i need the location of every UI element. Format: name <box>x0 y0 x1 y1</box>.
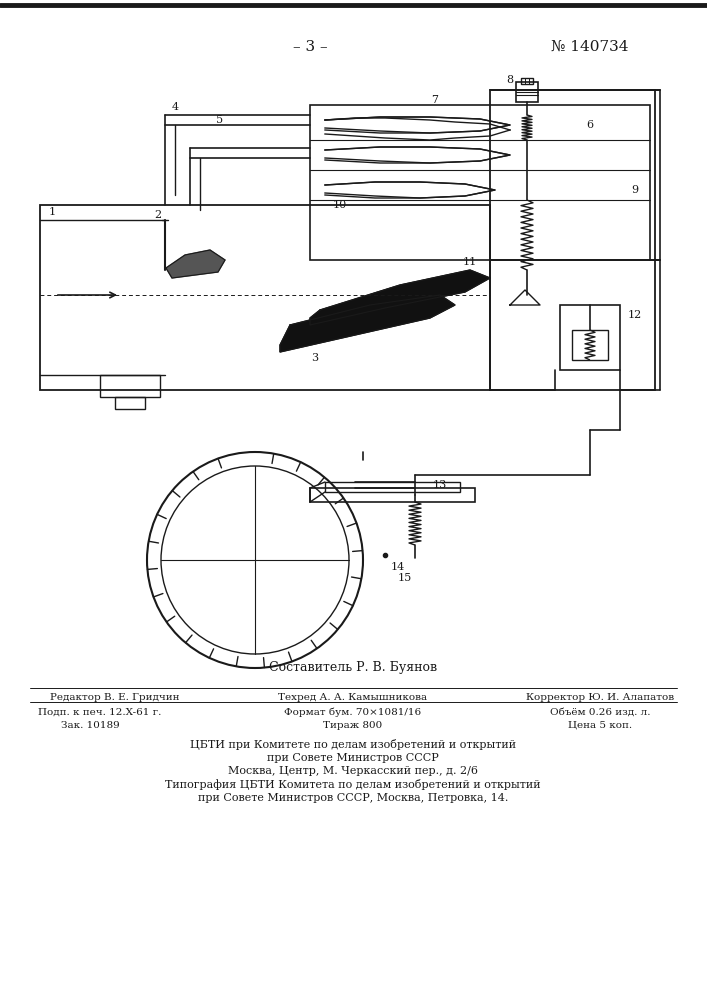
Bar <box>115 397 145 409</box>
Text: Редактор В. Е. Гридчин: Редактор В. Е. Гридчин <box>50 692 180 702</box>
Text: 3: 3 <box>312 353 319 363</box>
Text: ЦБТИ при Комитете по делам изобретений и открытий: ЦБТИ при Комитете по делам изобретений и… <box>190 738 516 750</box>
Text: 15: 15 <box>398 573 412 583</box>
Bar <box>325 482 460 492</box>
Text: 7: 7 <box>431 95 438 105</box>
Text: 8: 8 <box>506 75 513 85</box>
Bar <box>516 82 538 102</box>
Text: 2: 2 <box>154 210 162 220</box>
Text: Типография ЦБТИ Комитета по делам изобретений и открытий: Типография ЦБТИ Комитета по делам изобре… <box>165 780 541 790</box>
Bar <box>560 305 620 370</box>
Polygon shape <box>310 270 490 325</box>
Text: 9: 9 <box>631 185 638 195</box>
Text: Тираж 800: Тираж 800 <box>323 720 382 730</box>
Text: Москва, Центр, М. Черкасский пер., д. 2/6: Москва, Центр, М. Черкасский пер., д. 2/… <box>228 766 478 776</box>
Text: – 3 –: – 3 – <box>293 40 327 54</box>
Text: 4: 4 <box>171 102 179 112</box>
Bar <box>310 488 475 502</box>
Text: Подп. к печ. 12.X-61 г.: Подп. к печ. 12.X-61 г. <box>38 708 162 716</box>
Text: при Совете Министров СССР, Москва, Петровка, 14.: при Совете Министров СССР, Москва, Петро… <box>198 793 508 803</box>
Bar <box>572 330 608 360</box>
Text: Техред А. А. Камышникова: Техред А. А. Камышникова <box>279 692 428 702</box>
Text: 10: 10 <box>333 200 347 210</box>
Text: № 140734: № 140734 <box>551 40 629 54</box>
Text: Составитель Р. В. Буянов: Составитель Р. В. Буянов <box>269 662 437 674</box>
Text: Объём 0.26 изд. л.: Объём 0.26 изд. л. <box>550 708 650 716</box>
Text: 5: 5 <box>216 115 223 125</box>
Polygon shape <box>280 295 455 352</box>
Text: Корректор Ю. И. Алапатов: Корректор Ю. И. Алапатов <box>526 692 674 702</box>
Bar <box>490 90 655 390</box>
Bar <box>310 105 650 260</box>
Text: 1: 1 <box>49 207 56 217</box>
Text: Зак. 10189: Зак. 10189 <box>61 720 119 730</box>
Text: 11: 11 <box>463 257 477 267</box>
Bar <box>40 205 490 390</box>
Text: 13: 13 <box>433 480 447 490</box>
Bar <box>100 375 160 397</box>
Text: 12: 12 <box>628 310 642 320</box>
Text: 6: 6 <box>586 120 594 130</box>
Text: 14: 14 <box>391 562 405 572</box>
Text: Цена 5 коп.: Цена 5 коп. <box>568 720 632 730</box>
Polygon shape <box>166 250 225 278</box>
Text: Формат бум. 70×1081/16: Формат бум. 70×1081/16 <box>284 707 421 717</box>
Text: при Совете Министров СССР: при Совете Министров СССР <box>267 753 439 763</box>
Bar <box>521 78 533 84</box>
